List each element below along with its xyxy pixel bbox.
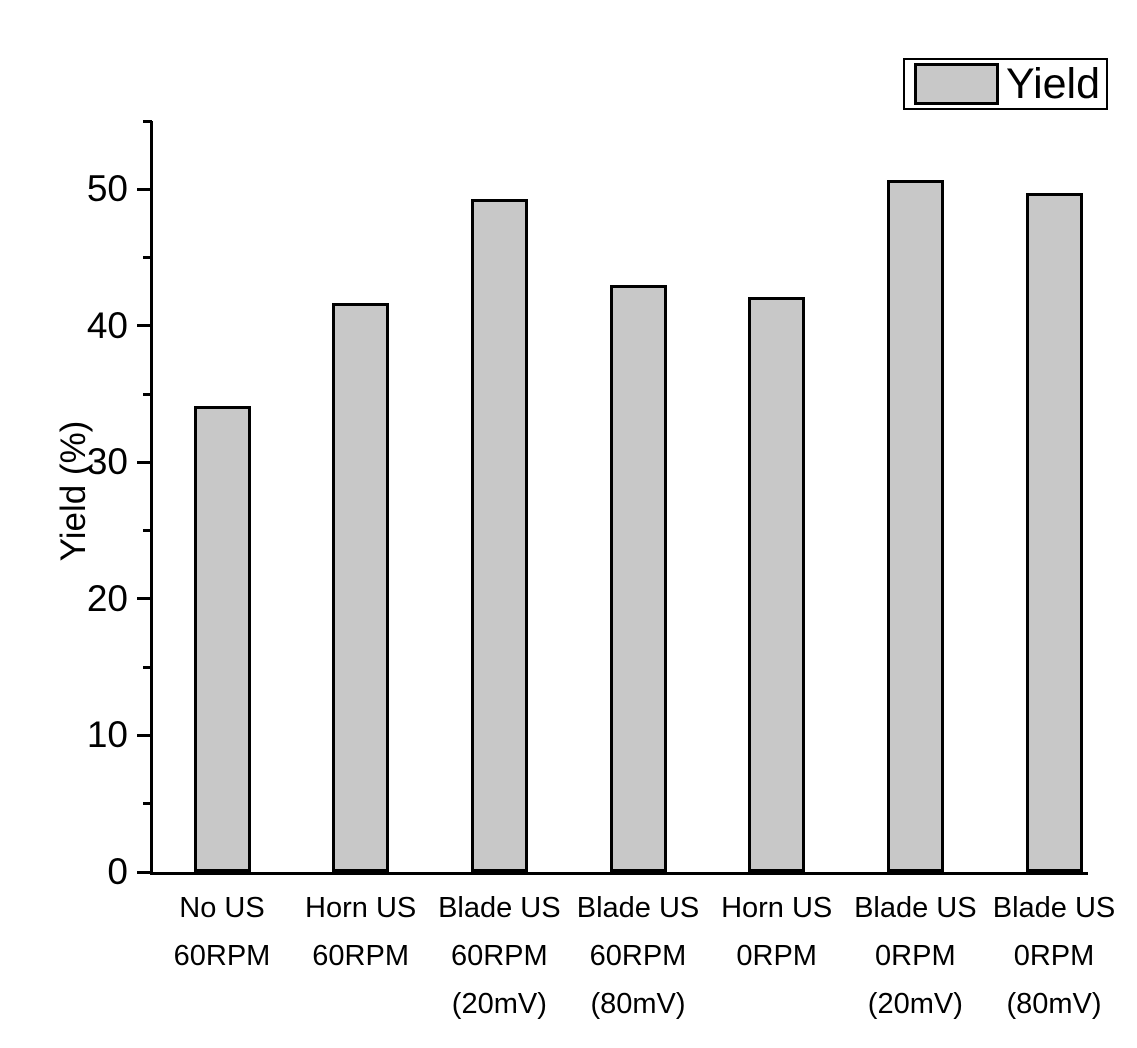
x-category-label: Blade US 0RPM (80mV) xyxy=(964,884,1137,1028)
y-tick-major xyxy=(137,870,152,874)
x-category-label-line: Blade US xyxy=(854,892,977,924)
y-tick-major xyxy=(137,733,152,737)
x-category-label: No US 60RPM xyxy=(132,884,312,980)
y-tick-minor xyxy=(143,802,152,806)
x-category-label-line: 0RPM xyxy=(736,940,817,972)
x-category-label: Blade US 0RPM (20mV) xyxy=(825,884,1005,1028)
legend-swatch xyxy=(914,63,999,105)
x-category-label-line: Blade US xyxy=(438,892,561,924)
bar xyxy=(1025,193,1083,872)
y-tick-minor xyxy=(143,256,152,260)
y-tick-minor xyxy=(143,529,152,533)
x-category-label: Blade US 60RPM (80mV) xyxy=(548,884,728,1028)
x-category-label-line: (20mV) xyxy=(867,988,963,1020)
y-tick-major xyxy=(137,460,152,464)
legend-label: Yield xyxy=(1006,59,1101,108)
bar xyxy=(748,297,806,872)
y-tick-label: 40 xyxy=(86,304,128,346)
x-category-label-line: Blade US xyxy=(992,892,1116,924)
y-tick-label: 50 xyxy=(86,168,128,210)
y-tick-label: 0 xyxy=(107,851,128,892)
y-tick-major xyxy=(137,324,152,328)
x-category-label-line: (80mV) xyxy=(1006,988,1102,1020)
bar xyxy=(193,406,251,872)
y-axis-line xyxy=(150,121,153,875)
x-category-label-line: Horn US xyxy=(305,892,417,924)
y-tick-major xyxy=(137,597,152,601)
x-category-label-line: (20mV) xyxy=(451,988,547,1020)
x-category-label: Horn US 60RPM xyxy=(271,884,451,980)
x-category-label-line: 0RPM xyxy=(1013,940,1095,972)
x-category-label-line: 60RPM xyxy=(312,940,409,972)
y-tick-label: 20 xyxy=(86,577,128,619)
bar xyxy=(609,284,667,872)
x-axis-line xyxy=(150,872,1088,875)
y-tick-label: 10 xyxy=(86,714,128,756)
y-tick-minor xyxy=(143,392,152,396)
x-category-label-line: Horn US xyxy=(721,892,833,924)
x-category-label-line: 60RPM xyxy=(173,940,271,972)
x-category-label: Blade US 60RPM (20mV) xyxy=(409,884,589,1028)
bar xyxy=(886,179,944,872)
x-category-label-line: 60RPM xyxy=(589,940,687,972)
y-tick-minor xyxy=(143,665,152,669)
y-tick-label: 30 xyxy=(86,441,128,483)
x-category-label: Horn US 0RPM xyxy=(687,884,867,980)
y-tick-minor xyxy=(143,119,152,123)
bar xyxy=(332,302,390,872)
x-category-label-line: 60RPM xyxy=(450,940,548,972)
x-category-label-line: Blade US xyxy=(576,892,700,924)
x-category-label-line: 0RPM xyxy=(875,940,956,972)
bar xyxy=(470,198,528,872)
y-tick-major xyxy=(137,187,152,191)
x-category-label-line: No US xyxy=(179,892,265,924)
legend: Yield xyxy=(903,58,1108,110)
x-category-label-line: (80mV) xyxy=(590,988,686,1020)
